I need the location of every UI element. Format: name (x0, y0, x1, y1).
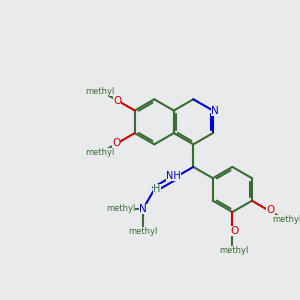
Text: O: O (266, 205, 274, 215)
Text: methyl: methyl (128, 227, 158, 236)
Text: methyl: methyl (272, 215, 300, 224)
Text: N: N (211, 106, 219, 116)
Text: O: O (112, 138, 120, 148)
Text: methyl: methyl (106, 205, 135, 214)
Text: methyl: methyl (85, 148, 114, 157)
Text: N: N (139, 204, 147, 214)
Text: O: O (113, 96, 121, 106)
Text: O: O (230, 226, 238, 236)
Text: H: H (153, 184, 161, 194)
Text: NH: NH (167, 171, 181, 181)
Text: methyl: methyl (220, 246, 249, 255)
Text: methyl: methyl (85, 87, 114, 96)
